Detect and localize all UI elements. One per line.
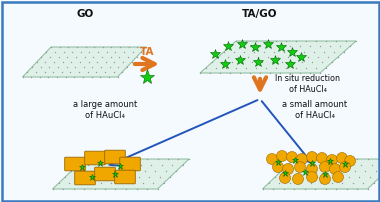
Polygon shape <box>22 47 146 77</box>
Circle shape <box>294 162 306 173</box>
FancyBboxPatch shape <box>115 170 135 184</box>
Circle shape <box>337 153 347 163</box>
Circle shape <box>280 173 290 183</box>
FancyBboxPatch shape <box>75 171 95 185</box>
Circle shape <box>332 171 344 182</box>
FancyBboxPatch shape <box>95 167 115 181</box>
Circle shape <box>272 162 283 173</box>
Circle shape <box>320 162 331 173</box>
Polygon shape <box>263 159 380 189</box>
Circle shape <box>296 154 307 164</box>
Polygon shape <box>52 159 189 189</box>
Text: GO: GO <box>76 9 93 19</box>
Circle shape <box>293 174 304 184</box>
Circle shape <box>307 152 318 162</box>
FancyBboxPatch shape <box>105 150 125 164</box>
Circle shape <box>326 155 337 165</box>
Circle shape <box>307 163 318 175</box>
Circle shape <box>320 174 331 184</box>
Text: TA: TA <box>140 47 154 57</box>
Text: In situ reduction
of HAuCl₄: In situ reduction of HAuCl₄ <box>275 74 340 94</box>
Circle shape <box>266 154 277 164</box>
Circle shape <box>329 163 340 175</box>
Text: a small amount
of HAuCl₄: a small amount of HAuCl₄ <box>282 100 348 120</box>
Circle shape <box>282 163 293 175</box>
Polygon shape <box>200 41 356 73</box>
Circle shape <box>339 162 350 173</box>
Circle shape <box>277 150 288 162</box>
FancyBboxPatch shape <box>120 157 140 171</box>
Text: TA/GO: TA/GO <box>242 9 278 19</box>
Circle shape <box>307 171 318 182</box>
Circle shape <box>317 153 328 163</box>
Circle shape <box>287 152 298 162</box>
FancyBboxPatch shape <box>65 157 85 171</box>
FancyBboxPatch shape <box>85 151 105 165</box>
Circle shape <box>345 156 356 166</box>
Text: a large amount
of HAuCl₄: a large amount of HAuCl₄ <box>73 100 137 120</box>
